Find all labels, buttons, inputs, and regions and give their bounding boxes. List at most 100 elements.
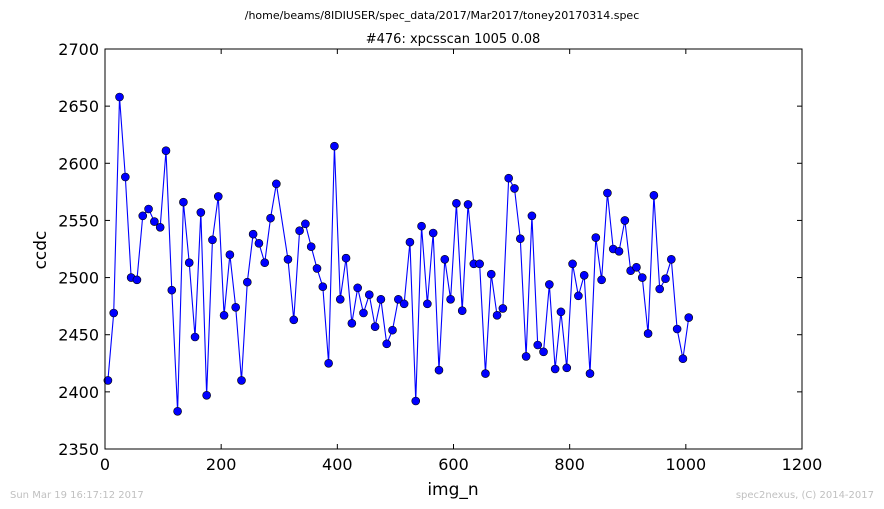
data-point (399, 299, 409, 309)
y-tick-label: 2550 (58, 211, 99, 230)
data-point (411, 396, 421, 406)
data-point (423, 299, 432, 309)
data-point (370, 322, 380, 332)
x-axis-label: img_n (427, 480, 478, 500)
data-point (260, 258, 270, 268)
data-point (585, 369, 595, 378)
data-point (492, 310, 502, 320)
data-point (614, 246, 624, 256)
data-point (184, 258, 194, 268)
data-point (196, 208, 206, 217)
x-tick-label: 800 (554, 455, 585, 474)
data-point (597, 275, 606, 285)
data-point (556, 307, 566, 317)
x-tick-label: 1200 (782, 455, 823, 474)
data-point (382, 339, 392, 349)
data-point (527, 211, 537, 221)
data-point (219, 310, 229, 320)
data-point (306, 242, 316, 252)
data-point (504, 173, 513, 183)
plot-frame (104, 48, 803, 450)
x-tick-label: 0 (100, 455, 110, 474)
data-point (643, 329, 653, 338)
data-point (335, 294, 345, 304)
data-point (667, 254, 676, 264)
y-axis-label: ccdc (31, 231, 51, 270)
data-point (457, 306, 467, 316)
data-point (428, 228, 438, 238)
data-point (655, 284, 664, 294)
data-point (388, 325, 397, 335)
data-point (579, 270, 589, 280)
chart-title: #476: xpcsscan 1005 0.08 (366, 32, 541, 47)
data-point (661, 274, 670, 284)
data-point (283, 254, 293, 264)
data-point (591, 233, 601, 242)
y-tick-label: 2450 (58, 326, 99, 345)
data-point (475, 259, 484, 269)
data-point (225, 250, 235, 260)
series-ccdc (103, 92, 694, 416)
data-point (295, 226, 304, 236)
data-point (155, 222, 165, 232)
y-tick-label: 2400 (58, 383, 99, 402)
y-tick-label: 2350 (58, 440, 99, 459)
data-point (144, 204, 153, 214)
data-point (632, 262, 641, 272)
data-point (539, 347, 548, 357)
data-point (562, 363, 572, 373)
series-line (107, 96, 690, 412)
data-point (138, 211, 148, 221)
data-point (167, 285, 177, 295)
data-point (405, 237, 415, 247)
footer-timestamp: Sun Mar 19 16:17:12 2017 (10, 490, 144, 501)
data-point (301, 219, 310, 229)
data-point (434, 365, 444, 375)
data-point (463, 200, 473, 209)
data-point (115, 92, 124, 102)
chart-suptitle: /home/beams/8IDIUSER/spec_data/2017/Mar2… (245, 9, 640, 22)
x-tick-label: 600 (438, 455, 469, 474)
data-point (359, 308, 368, 318)
x-tick-label: 200 (206, 455, 237, 474)
data-point (179, 197, 188, 207)
data-point (440, 254, 450, 264)
data-point (550, 364, 560, 374)
y-tick-label: 2650 (58, 97, 99, 116)
data-point (376, 294, 386, 304)
data-point (243, 277, 252, 287)
data-point (446, 294, 455, 304)
data-point (637, 273, 647, 282)
data-point (161, 146, 171, 156)
y-axis-ticks: 2350 2400 2450 2500 2550 2600 2650 2700 (58, 40, 802, 459)
data-point (620, 216, 630, 225)
data-point (248, 229, 258, 239)
data-point (312, 264, 322, 273)
data-point (452, 198, 461, 208)
data-point (417, 221, 426, 231)
y-tick-label: 2600 (58, 154, 99, 173)
data-point (132, 275, 142, 285)
data-point (341, 253, 351, 263)
x-tick-label: 1000 (665, 455, 706, 474)
data-point (266, 213, 275, 223)
data-point (289, 315, 299, 325)
data-point (498, 304, 508, 313)
data-point (510, 184, 519, 193)
data-point (394, 294, 403, 304)
data-point (202, 390, 211, 400)
data-point (272, 179, 281, 189)
data-point (121, 172, 130, 182)
data-point (103, 376, 113, 385)
data-point (254, 238, 264, 248)
data-point (318, 282, 328, 292)
data-point (347, 318, 357, 328)
data-point (173, 406, 182, 416)
data-point (231, 302, 240, 312)
y-tick-label: 2700 (58, 40, 99, 59)
x-tick-label: 400 (322, 455, 353, 474)
data-point (213, 192, 223, 201)
data-point (603, 188, 612, 198)
data-point (486, 269, 496, 279)
data-point (521, 352, 531, 361)
